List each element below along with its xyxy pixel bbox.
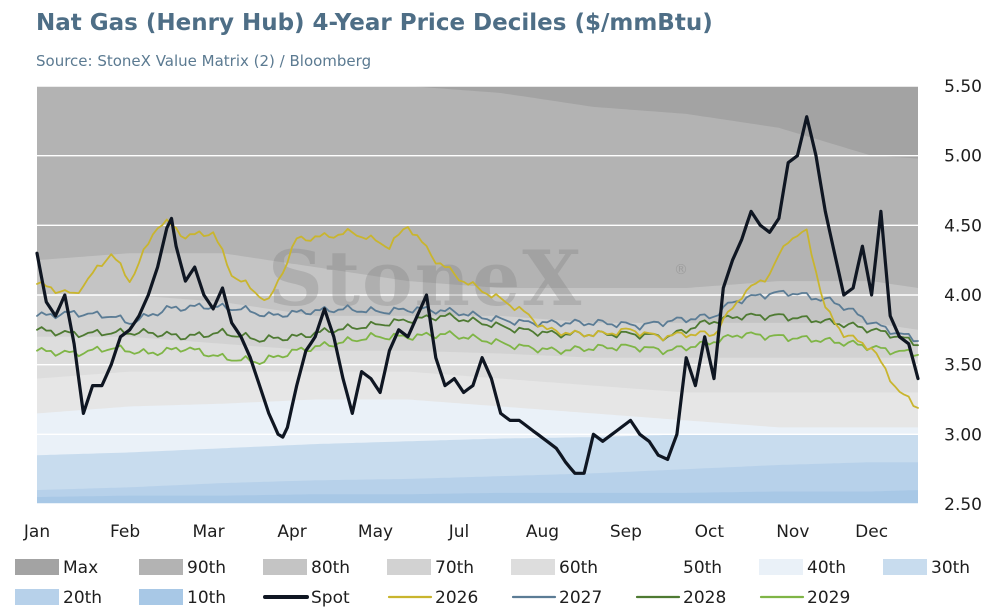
legend-item-2027: 2027: [511, 588, 602, 608]
legend-label: 60th: [559, 558, 598, 578]
legend-label: 30th: [931, 558, 970, 578]
legend-item-2029: 2029: [759, 588, 850, 608]
legend-swatch: [635, 559, 679, 575]
y-tick-label: 5.50: [944, 77, 982, 97]
legend-label: 70th: [435, 558, 474, 578]
y-axis: 2.50 3.00 3.50 4.00 4.50 5.00 5.50: [944, 77, 982, 515]
legend-item-70th: 70th: [387, 558, 474, 578]
x-tick-label: Feb: [110, 522, 140, 542]
legend-item-max: Max: [15, 558, 98, 578]
legend-label: 2027: [559, 588, 602, 608]
legend-item-50th: 50th: [635, 558, 722, 578]
legend-label: Spot: [311, 588, 350, 608]
series-line-2028: [36, 312, 919, 347]
y-tick-label: 4.50: [944, 216, 982, 236]
x-tick-label: Sep: [610, 522, 642, 542]
y-tick-label: 2.50: [944, 495, 982, 515]
legend-item-90th: 90th: [139, 558, 226, 578]
x-tick-label: Nov: [776, 522, 809, 542]
x-tick-label: Aug: [526, 522, 559, 542]
legend-swatch: [15, 589, 59, 605]
legend: Max 90th 80th 70th 60th 50th 40th 30th 20th 10th S…: [15, 558, 970, 608]
gridlines: [37, 85, 918, 505]
legend-item-spot: Spot: [263, 588, 350, 608]
legend-swatch: [139, 589, 183, 605]
x-axis: Jan Feb Mar Apr May Jul Aug Sep Oct Nov Dec: [23, 522, 888, 542]
y-tick-label: 5.00: [944, 147, 982, 167]
legend-label: 2026: [435, 588, 478, 608]
legend-item-2026: 2026: [387, 588, 478, 608]
legend-swatch: [511, 559, 555, 575]
legend-item-2028: 2028: [635, 588, 726, 608]
legend-item-30th: 30th: [883, 558, 970, 578]
chart-subtitle: Source: StoneX Value Matrix (2) / Bloomb…: [36, 52, 372, 70]
x-tick-label: Oct: [695, 522, 725, 542]
legend-swatch: [387, 559, 431, 575]
legend-label: 10th: [187, 588, 226, 608]
legend-item-60th: 60th: [511, 558, 598, 578]
band-10th: [37, 490, 918, 504]
watermark-registered-mark: ®: [674, 262, 688, 278]
legend-item-10th: 10th: [139, 588, 226, 608]
y-tick-label: 4.00: [944, 286, 982, 306]
legend-label: 50th: [683, 558, 722, 578]
x-tick-label: Jul: [448, 522, 470, 542]
legend-item-80th: 80th: [263, 558, 350, 578]
x-tick-label: Apr: [277, 522, 306, 542]
x-tick-label: May: [358, 522, 393, 542]
legend-label: 90th: [187, 558, 226, 578]
x-tick-label: Dec: [855, 522, 888, 542]
series-line-2029: [36, 330, 919, 366]
series-line-2027: [36, 289, 919, 343]
y-tick-label: 3.50: [944, 356, 982, 376]
legend-item-40th: 40th: [759, 558, 846, 578]
legend-swatch: [759, 559, 803, 575]
legend-swatch: [15, 559, 59, 575]
x-tick-label: Mar: [193, 522, 225, 542]
chart-title: Nat Gas (Henry Hub) 4-Year Price Deciles…: [36, 10, 713, 36]
legend-label: 2028: [683, 588, 726, 608]
series-line-spot: [35, 115, 920, 475]
legend-swatch: [139, 559, 183, 575]
legend-swatch: [263, 559, 307, 575]
legend-item-20th: 20th: [15, 588, 102, 608]
legend-label: Max: [63, 558, 98, 578]
y-tick-label: 3.00: [944, 425, 982, 445]
price-series: [35, 115, 920, 475]
legend-label: 40th: [807, 558, 846, 578]
x-tick-label: Jan: [23, 522, 50, 542]
series-line-2026: [36, 218, 919, 409]
legend-swatch: [883, 559, 927, 575]
legend-label: 20th: [63, 588, 102, 608]
legend-label: 80th: [311, 558, 350, 578]
legend-label: 2029: [807, 588, 850, 608]
